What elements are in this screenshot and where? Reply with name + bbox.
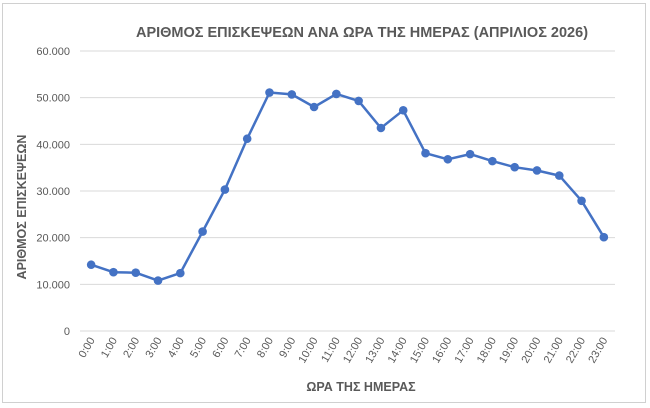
x-tick-label: 3:00 (144, 336, 165, 361)
chart-title: ΑΡΙΘΜΟΣ ΕΠΙΣΚΕΨΕΩΝ ΑΝΑ ΩΡΑ ΤΗΣ ΗΜΕΡΑΣ (Α… (136, 25, 588, 41)
data-point (510, 162, 519, 172)
data-point (86, 260, 96, 270)
data-point (599, 232, 609, 242)
data-point (354, 96, 363, 106)
x-tick-label: 11:00 (319, 336, 343, 365)
series-line (90, 91, 605, 282)
data-point (198, 227, 207, 236)
data-point (265, 88, 274, 97)
chart-frame (2, 3, 646, 403)
x-axis-title: ΩΡΑ ΤΗΣ ΗΜΕΡΑΣ (306, 380, 416, 394)
x-tick-label: 18:00 (475, 336, 499, 366)
x-tick-label: 6:00 (210, 336, 231, 361)
x-tick-label: 20:00 (519, 336, 543, 366)
x-tick-label: 2:00 (121, 336, 142, 361)
y-tick-label: 50.000 (36, 93, 70, 105)
x-tick-label: 1:00 (99, 336, 120, 361)
y-tick-label: 10.000 (36, 279, 70, 291)
data-point (131, 268, 141, 277)
y-tick-label: 40.000 (36, 139, 70, 151)
y-tick-label: 0 (64, 326, 70, 338)
y-tick-label: 60.000 (36, 46, 70, 58)
data-point (176, 268, 185, 278)
data-point (577, 196, 586, 206)
x-tick-label: 12:00 (341, 336, 365, 366)
x-tick-label: 22:00 (564, 336, 588, 366)
x-tick-label: 7:00 (233, 336, 254, 361)
data-point (242, 134, 252, 144)
y-tick-label: 30.000 (36, 186, 70, 198)
data-point (421, 148, 430, 158)
x-tick-label: 16:00 (430, 336, 454, 366)
x-tick-label: 21:00 (542, 336, 566, 366)
x-tick-label: 17:00 (453, 336, 477, 366)
data-point (443, 154, 453, 164)
gridlines (80, 50, 615, 332)
data-point (309, 102, 319, 112)
data-point (554, 171, 564, 180)
x-tick-label: 4:00 (166, 336, 187, 361)
x-tick-label: 10:00 (297, 336, 321, 366)
y-axis-ticks: 0 10.000 20.000 30.000 40.000 50.000 60.000 (36, 46, 70, 338)
y-tick-label: 20.000 (36, 233, 70, 245)
data-point (287, 90, 297, 99)
x-tick-label: 9:00 (277, 336, 298, 361)
data-point (153, 276, 163, 285)
x-tick-label: 8:00 (255, 336, 276, 361)
x-tick-label: 14:00 (386, 336, 410, 366)
x-tick-label: 15:00 (408, 336, 432, 366)
y-axis-title: ΑΡΙΘΜΟΣ ΕΠΙΣΚΕΨΕΩΝ (15, 135, 29, 280)
data-point (332, 89, 341, 99)
x-tick-label: 19:00 (497, 336, 521, 366)
data-point (376, 123, 386, 133)
series-visits (86, 88, 609, 285)
x-tick-label: 5:00 (188, 336, 209, 361)
x-axis-ticks: 0:00 1:00 2:00 3:00 4:00 5:00 6:00 7:00 8:00 9:00… (77, 336, 611, 366)
data-point (109, 267, 118, 277)
data-point (488, 156, 497, 166)
x-tick-label: 23:00 (586, 336, 610, 366)
data-point (398, 105, 408, 115)
data-point (465, 149, 475, 159)
data-point (220, 185, 230, 194)
data-point (532, 166, 542, 175)
x-tick-label: 13:00 (363, 336, 387, 366)
x-tick-label: 0:00 (77, 336, 98, 361)
